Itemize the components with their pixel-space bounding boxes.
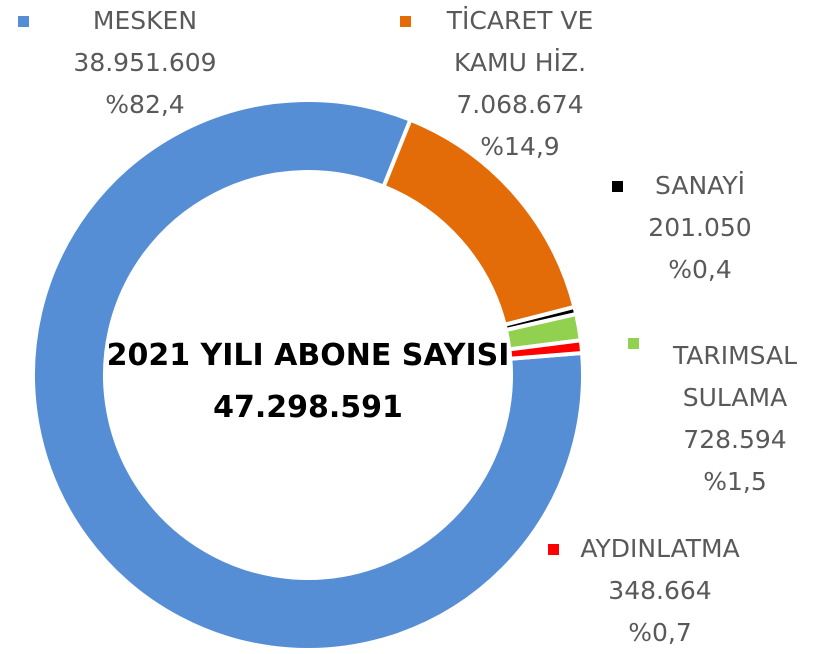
data-label: TİCARET VE KAMU HİZ. 7.068.674 %14,9 xyxy=(390,0,650,168)
percent-label: %14,9 xyxy=(480,132,560,161)
category-label: SANAYİ xyxy=(655,171,745,200)
value-label: 201.050 xyxy=(648,213,752,242)
value-label: 7.068.674 xyxy=(456,90,584,119)
data-label: SANAYİ 201.050 %0,4 xyxy=(570,165,817,291)
percent-label: %0,4 xyxy=(668,255,732,284)
data-label: TARIMSAL SULAMA 728.594 %1,5 xyxy=(605,335,817,503)
legend-marker xyxy=(612,181,623,192)
center-total: 47.298.591 xyxy=(213,390,403,425)
legend-marker xyxy=(400,16,411,27)
value-label: 728.594 xyxy=(683,425,787,454)
percent-label: %0,7 xyxy=(628,618,692,647)
percent-label: %82,4 xyxy=(105,90,185,119)
percent-label: %1,5 xyxy=(703,467,767,496)
category-label: TİCARET VE KAMU HİZ. xyxy=(446,6,594,77)
data-label: MESKEN 38.951.609 %82,4 xyxy=(15,0,275,126)
data-label: AYDINLATMA 348.664 %0,7 xyxy=(530,528,790,654)
value-label: 38.951.609 xyxy=(73,48,217,77)
donut-segment xyxy=(507,338,585,361)
value-label: 348.664 xyxy=(608,576,712,605)
legend-marker xyxy=(628,338,639,349)
category-label: MESKEN xyxy=(92,6,198,35)
category-label: TARIMSAL SULAMA xyxy=(672,341,798,412)
legend-marker xyxy=(18,16,29,27)
legend-marker xyxy=(548,544,559,555)
donut-segment xyxy=(31,98,585,651)
center-title: 2021 YILI ABONE SAYISI xyxy=(106,338,510,373)
category-label: AYDINLATMA xyxy=(580,534,740,563)
